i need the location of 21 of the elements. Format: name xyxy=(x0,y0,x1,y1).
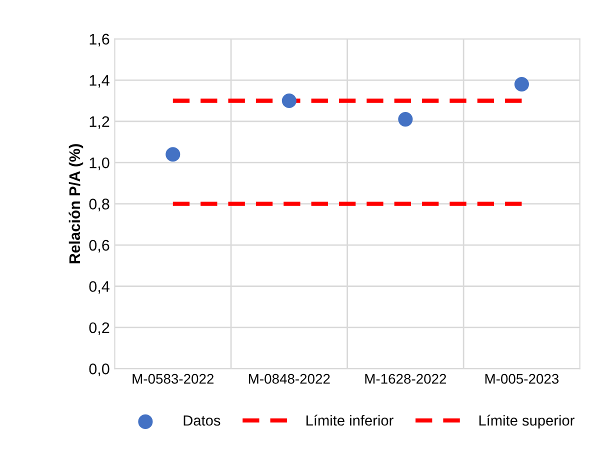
legend-label: Límite superior xyxy=(479,414,574,429)
point xyxy=(514,76,529,92)
y-tick-label: 1,0 xyxy=(90,157,110,170)
point xyxy=(398,112,413,127)
legend-label: Límite inferior xyxy=(306,414,394,426)
y-tick-label: 0,8 xyxy=(89,198,110,212)
y-axis-title: Relación P/A (%) xyxy=(68,144,84,264)
x-tick-label: M-005-2023 xyxy=(485,374,559,384)
legend-label: Datos xyxy=(184,415,220,426)
y-tick-label: 0,4 xyxy=(89,281,110,294)
x-tick-label: M-0583-2022 xyxy=(132,374,214,384)
point xyxy=(166,147,180,162)
y-tick-label: 1,6 xyxy=(90,34,110,46)
y-tick-label: 0,2 xyxy=(89,322,110,335)
point xyxy=(282,93,296,108)
y-tick-label: 0,0 xyxy=(89,364,110,376)
x-tick-label: M-1628-2022 xyxy=(365,374,446,384)
y-tick-label: 0,6 xyxy=(89,240,110,253)
x-tick-label: M-0848-2022 xyxy=(249,374,330,384)
y-tick-label: 1,4 xyxy=(90,75,110,88)
y-tick-label: 1,2 xyxy=(90,116,110,129)
